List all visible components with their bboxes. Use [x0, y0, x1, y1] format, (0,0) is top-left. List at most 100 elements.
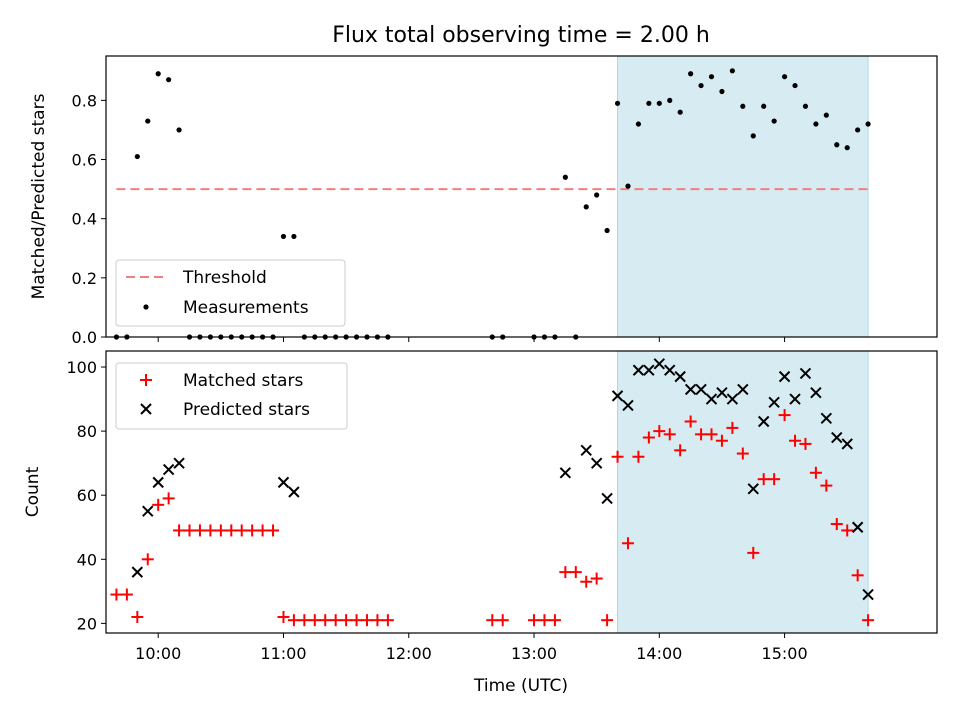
matched-star-point — [611, 450, 624, 463]
matched-star-point — [559, 566, 572, 579]
matched-star-point — [757, 473, 770, 486]
matched-star-point — [642, 431, 655, 444]
measurement-point — [834, 142, 840, 148]
bottom-highlight-span — [617, 350, 869, 634]
matched-star-point — [350, 614, 363, 627]
measurement-point — [802, 103, 809, 109]
top-y-tick-label: 0.8 — [72, 91, 97, 110]
predicted-star-point — [820, 412, 833, 425]
measurement-point — [625, 183, 631, 189]
predicted-star-point — [288, 486, 300, 498]
matched-star-point — [778, 409, 791, 422]
matched-star-point — [381, 614, 394, 627]
predicted-star-point — [851, 521, 864, 533]
measurement-point — [291, 233, 297, 240]
measurement-point — [145, 118, 151, 124]
matched-star-point — [632, 450, 645, 463]
predicted-star-point — [810, 386, 822, 399]
top-y-tick-label: 0.6 — [72, 151, 97, 170]
matched-star-point — [538, 614, 551, 627]
predicted-star-point — [131, 566, 144, 578]
matched-star-point — [486, 614, 499, 627]
x-tick-label: 12:00 — [386, 644, 432, 663]
predicted-star-point — [674, 370, 686, 383]
bottom-y-tick-label: 40 — [77, 550, 97, 569]
top-axes-frame — [105, 55, 938, 338]
matched-star-point — [235, 524, 248, 537]
x-tick-label: 10:00 — [135, 644, 181, 663]
matched-star-point — [496, 614, 509, 627]
legend-predicted-swatch — [140, 403, 152, 415]
predicted-star-point — [632, 364, 645, 376]
legend-matched-label: Matched stars — [183, 371, 303, 391]
predicted-star-point — [737, 383, 749, 396]
predicted-star-point — [799, 367, 812, 380]
predicted-star-point — [622, 399, 634, 412]
measurement-point — [813, 121, 819, 127]
matched-star-point — [590, 572, 603, 585]
matched-star-point — [173, 524, 186, 537]
measurement-point — [604, 227, 610, 234]
measurement-point — [155, 71, 161, 77]
bottom-y-tick-label: 20 — [77, 614, 97, 633]
predicted-star-point — [162, 463, 175, 476]
measurement-point — [844, 145, 850, 151]
x-axis-label: Time (UTC) — [473, 676, 568, 696]
matched-star-point — [528, 614, 541, 627]
matched-star-point — [695, 428, 708, 441]
measurement-point — [729, 68, 735, 74]
matched-star-point — [287, 614, 300, 627]
matched-star-point — [569, 566, 582, 579]
measurement-point — [562, 174, 568, 180]
predicted-star-point — [789, 393, 801, 405]
matched-star-point — [789, 434, 802, 447]
matched-star-point — [256, 524, 269, 537]
measurement-point — [688, 71, 694, 77]
matched-star-point — [601, 614, 614, 627]
matched-star-point — [141, 553, 154, 566]
x-tick-label: 15:00 — [762, 644, 808, 663]
x-tick-label: 13:00 — [511, 644, 557, 663]
measurement-point — [176, 127, 182, 133]
bottom-legend-box — [115, 362, 348, 430]
matched-star-point — [225, 524, 238, 537]
bottom-y-tick-label: 60 — [77, 486, 97, 505]
predicted-star-point — [559, 467, 572, 479]
measurement-point — [761, 103, 767, 109]
matched-star-point — [862, 614, 875, 627]
bottom-y-axis-label: Count — [23, 466, 43, 517]
matched-star-point — [809, 466, 822, 479]
matched-star-point — [131, 610, 144, 623]
matched-star-point — [308, 614, 321, 627]
measurement-point — [771, 118, 777, 124]
matched-star-point — [371, 614, 384, 627]
predicted-star-point — [664, 364, 676, 376]
predicted-star-point — [653, 358, 666, 370]
x-tick-label: 14:00 — [636, 644, 682, 663]
bottom-y-tick-label: 100 — [66, 358, 97, 377]
matched-star-point — [340, 614, 353, 627]
measurement-point — [740, 103, 746, 109]
predicted-star-point — [173, 457, 185, 469]
matched-star-point — [820, 479, 833, 492]
measurement-point — [823, 112, 829, 118]
matched-star-point — [319, 614, 332, 627]
matched-star-point — [204, 524, 217, 537]
top-y-axis-label: Matched/Predicted stars — [29, 93, 49, 299]
legend-matched-swatch — [140, 374, 152, 386]
bottom-legend: Matched stars Predicted stars — [115, 362, 348, 430]
matched-star-point — [621, 537, 634, 550]
predicted-star-point — [601, 492, 613, 505]
predicted-star-point — [716, 386, 728, 399]
bottom-y-tick-label: 80 — [77, 422, 97, 441]
measurement-point — [865, 121, 871, 127]
predicted-star-point — [684, 383, 697, 396]
predicted-star-point — [695, 383, 707, 396]
matched-star-point — [726, 421, 739, 434]
measurement-point — [166, 77, 172, 83]
measurement-point — [792, 82, 798, 89]
bottom-axes-frame — [105, 350, 938, 634]
predicted-star-point — [862, 588, 874, 601]
matched-star-point — [193, 524, 206, 537]
